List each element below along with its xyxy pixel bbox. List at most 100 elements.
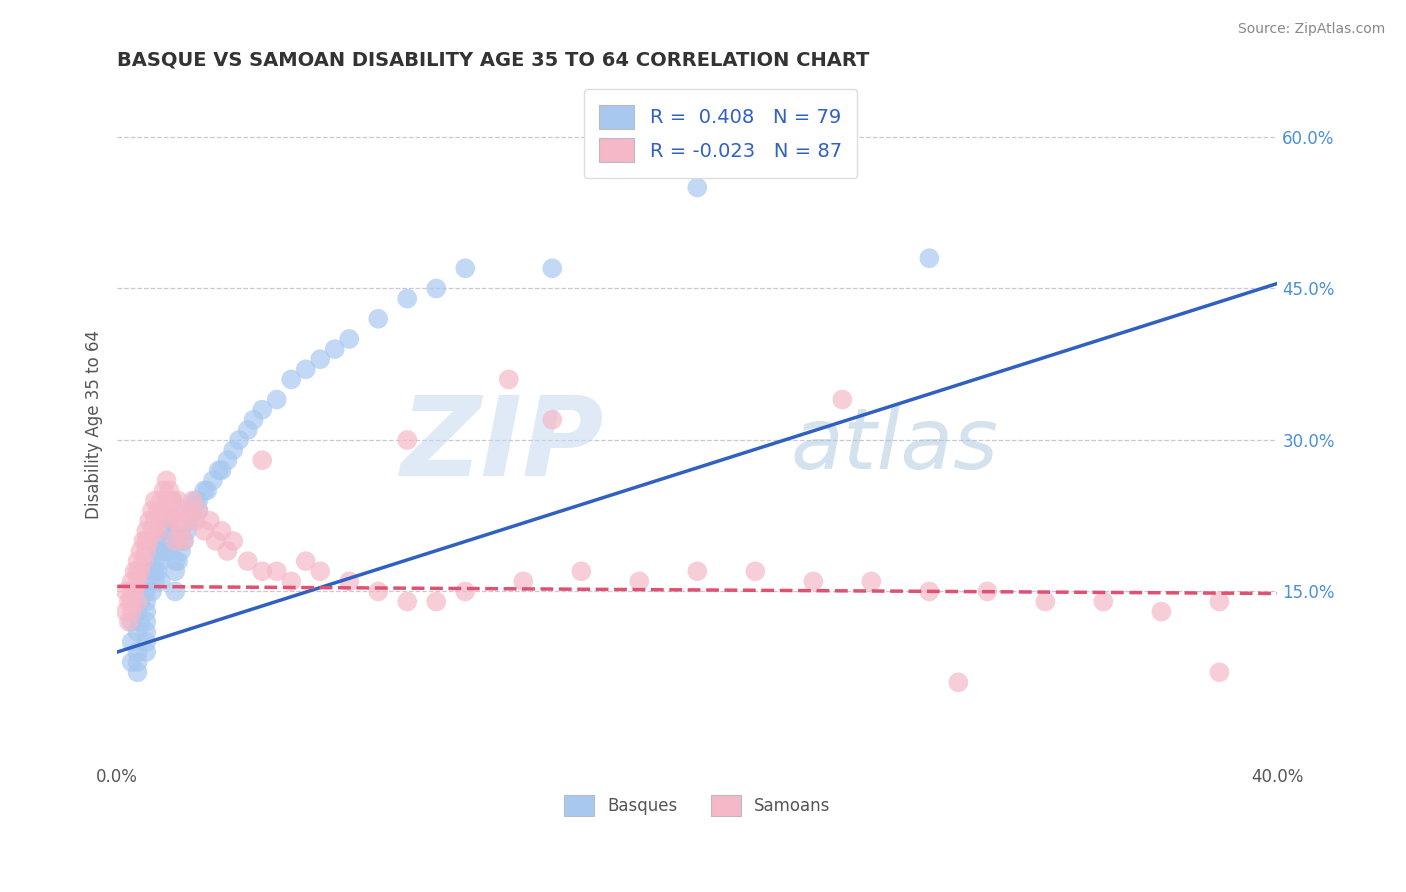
Point xyxy=(149,574,172,589)
Point xyxy=(948,675,970,690)
Point xyxy=(211,463,233,477)
Point xyxy=(193,524,215,538)
Point xyxy=(157,483,180,498)
Point xyxy=(222,533,245,548)
Point xyxy=(208,463,231,477)
Point xyxy=(143,514,166,528)
Text: Source: ZipAtlas.com: Source: ZipAtlas.com xyxy=(1237,22,1385,37)
Point xyxy=(367,584,389,599)
Point xyxy=(129,594,152,608)
Point xyxy=(217,453,239,467)
Point xyxy=(162,493,184,508)
Y-axis label: Disability Age 35 to 64: Disability Age 35 to 64 xyxy=(86,330,103,519)
Point xyxy=(541,261,564,276)
Point xyxy=(337,332,360,346)
Point xyxy=(918,251,941,265)
Point xyxy=(135,624,157,639)
Point xyxy=(157,503,180,517)
Point xyxy=(127,564,149,578)
Point xyxy=(266,392,288,407)
Point xyxy=(115,584,138,599)
Point xyxy=(170,524,193,538)
Point xyxy=(138,514,160,528)
Point xyxy=(162,493,184,508)
Point xyxy=(198,514,221,528)
Point xyxy=(179,503,201,517)
Text: BASQUE VS SAMOAN DISABILITY AGE 35 TO 64 CORRELATION CHART: BASQUE VS SAMOAN DISABILITY AGE 35 TO 64… xyxy=(117,51,869,70)
Point xyxy=(569,564,592,578)
Point xyxy=(143,554,166,568)
Point xyxy=(454,261,477,276)
Point xyxy=(135,635,157,649)
Point xyxy=(201,474,224,488)
Point xyxy=(184,514,207,528)
Legend: Basques, Samoans: Basques, Samoans xyxy=(557,789,838,822)
Point xyxy=(396,594,419,608)
Point xyxy=(121,574,143,589)
Point xyxy=(167,533,190,548)
Point xyxy=(143,493,166,508)
Point xyxy=(146,524,169,538)
Point xyxy=(155,533,177,548)
Point xyxy=(165,564,187,578)
Point xyxy=(129,615,152,629)
Point xyxy=(146,503,169,517)
Point xyxy=(149,544,172,558)
Point xyxy=(170,524,193,538)
Point xyxy=(860,574,883,589)
Point xyxy=(121,635,143,649)
Point xyxy=(155,493,177,508)
Point xyxy=(152,483,174,498)
Point xyxy=(135,645,157,659)
Point xyxy=(141,503,163,517)
Point xyxy=(512,574,534,589)
Point xyxy=(918,584,941,599)
Point xyxy=(744,564,766,578)
Point xyxy=(135,584,157,599)
Point xyxy=(179,514,201,528)
Point xyxy=(135,615,157,629)
Point xyxy=(138,533,160,548)
Point xyxy=(686,180,709,194)
Point xyxy=(124,564,146,578)
Point xyxy=(155,474,177,488)
Point xyxy=(157,524,180,538)
Point xyxy=(187,503,209,517)
Point xyxy=(165,514,187,528)
Point xyxy=(129,564,152,578)
Point xyxy=(337,574,360,589)
Point xyxy=(204,533,226,548)
Point xyxy=(118,594,141,608)
Point xyxy=(127,645,149,659)
Point xyxy=(193,483,215,498)
Point xyxy=(266,564,288,578)
Point xyxy=(187,503,209,517)
Point xyxy=(152,544,174,558)
Point xyxy=(396,433,419,447)
Point xyxy=(541,413,564,427)
Point xyxy=(170,544,193,558)
Text: atlas: atlas xyxy=(790,403,998,487)
Point xyxy=(686,564,709,578)
Point xyxy=(143,564,166,578)
Point xyxy=(135,544,157,558)
Point xyxy=(187,493,209,508)
Point xyxy=(135,594,157,608)
Point xyxy=(118,615,141,629)
Point xyxy=(831,392,853,407)
Point xyxy=(152,503,174,517)
Point xyxy=(211,524,233,538)
Point xyxy=(280,574,302,589)
Point xyxy=(146,544,169,558)
Point xyxy=(294,362,316,376)
Point xyxy=(157,544,180,558)
Point xyxy=(250,402,273,417)
Point xyxy=(181,493,204,508)
Point xyxy=(628,574,651,589)
Point xyxy=(127,554,149,568)
Point xyxy=(222,443,245,458)
Point xyxy=(173,514,195,528)
Point xyxy=(135,533,157,548)
Point xyxy=(976,584,998,599)
Point xyxy=(121,615,143,629)
